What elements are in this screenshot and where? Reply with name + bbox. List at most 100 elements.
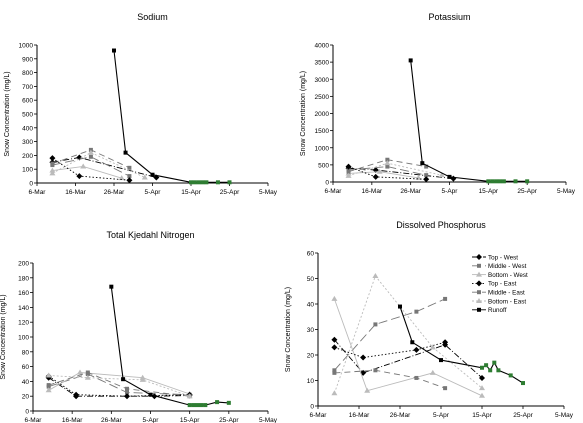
series-5 bbox=[332, 368, 448, 391]
x-tick-label: 5-May bbox=[259, 417, 278, 423]
legend-label: Runoff bbox=[488, 307, 507, 314]
y-tick-label: 0 bbox=[325, 180, 329, 187]
y-tick-label: 20 bbox=[307, 353, 315, 360]
y-tick-label: 200 bbox=[22, 153, 33, 160]
data-point bbox=[408, 58, 413, 63]
data-point bbox=[501, 179, 506, 184]
data-point bbox=[109, 284, 114, 289]
data-point bbox=[429, 369, 436, 375]
x-tick-label: 5-May bbox=[557, 188, 576, 195]
series-line bbox=[399, 306, 524, 384]
data-point bbox=[373, 368, 378, 373]
data-point bbox=[123, 150, 128, 155]
data-point bbox=[414, 309, 419, 314]
legend-label: Bottom - West bbox=[488, 272, 528, 279]
chart-title: Sodium bbox=[137, 12, 168, 22]
data-point bbox=[346, 169, 351, 174]
y-tick-label: 120 bbox=[18, 320, 29, 327]
series-6 bbox=[331, 272, 485, 396]
data-point bbox=[496, 368, 501, 373]
x-tick-label: 6-Mar bbox=[25, 417, 43, 423]
data-point bbox=[413, 346, 420, 353]
legend-marker bbox=[477, 290, 481, 295]
x-tick-label: 26-Mar bbox=[390, 412, 411, 419]
data-point bbox=[360, 354, 367, 361]
y-tick-label: 0 bbox=[310, 404, 314, 411]
data-point bbox=[203, 403, 208, 408]
data-point bbox=[424, 164, 429, 169]
y-tick-label: 2000 bbox=[315, 111, 330, 118]
data-point bbox=[118, 175, 125, 181]
series-line bbox=[113, 50, 230, 183]
data-point bbox=[200, 180, 205, 185]
y-tick-label: 100 bbox=[22, 167, 33, 174]
series-4 bbox=[331, 339, 449, 361]
data-point bbox=[497, 179, 502, 184]
legend-marker bbox=[476, 254, 482, 260]
data-point bbox=[46, 383, 51, 388]
data-point bbox=[398, 304, 402, 309]
legend-marker bbox=[477, 263, 481, 268]
series-line bbox=[48, 372, 190, 395]
data-point bbox=[331, 390, 338, 396]
chart-panel-3: Total Kjedahl Nitrogen 0 20 40 60 80 100 120 140… bbox=[0, 230, 278, 423]
series-2 bbox=[50, 154, 132, 179]
x-tick-label: 5-May bbox=[259, 189, 278, 196]
y-tick-label: 3500 bbox=[315, 60, 330, 67]
data-point bbox=[226, 400, 231, 405]
series-6 bbox=[45, 372, 193, 399]
x-tick-label: 15-Apr bbox=[472, 412, 492, 419]
data-point bbox=[121, 377, 126, 382]
x-tick-label: 15-Apr bbox=[479, 188, 499, 195]
x-tick-label: 26-Mar bbox=[101, 417, 122, 423]
y-tick-label: 10 bbox=[307, 378, 315, 385]
y-tick-label: 700 bbox=[22, 84, 33, 91]
x-tick-label: 25-Apr bbox=[220, 189, 240, 196]
series-line bbox=[333, 298, 483, 397]
x-tick-label: 15-Apr bbox=[180, 417, 200, 423]
data-point bbox=[45, 372, 52, 378]
series-7 bbox=[112, 48, 232, 185]
series-line bbox=[334, 369, 446, 389]
data-point bbox=[45, 387, 52, 393]
x-tick-label: 5-Apr bbox=[143, 417, 160, 423]
legend-label: Bottom - East bbox=[488, 298, 526, 305]
data-point bbox=[50, 161, 55, 166]
y-tick-label: 0 bbox=[25, 409, 29, 416]
y-tick-label: 500 bbox=[22, 112, 33, 119]
data-point bbox=[127, 174, 132, 179]
data-point bbox=[439, 358, 443, 363]
data-point bbox=[384, 160, 391, 166]
series-line bbox=[410, 60, 528, 182]
data-point bbox=[372, 173, 379, 180]
y-tick-label: 50 bbox=[307, 276, 315, 283]
legend-label: Top - West bbox=[488, 254, 518, 261]
data-point bbox=[420, 161, 425, 166]
x-tick-label: 5-May bbox=[555, 412, 574, 419]
y-tick-label: 500 bbox=[318, 162, 329, 169]
data-point bbox=[88, 154, 93, 159]
data-point bbox=[385, 164, 390, 169]
data-point bbox=[199, 403, 204, 408]
y-axis-label: Snow Concentration (mg/L) bbox=[285, 287, 292, 372]
data-point bbox=[331, 344, 338, 351]
data-point bbox=[195, 403, 200, 408]
series-line bbox=[334, 341, 446, 359]
series-line bbox=[348, 171, 419, 179]
y-tick-label: 100 bbox=[18, 335, 29, 342]
data-point bbox=[125, 386, 129, 391]
y-axis-label: Snow Concentration (mg/L) bbox=[0, 294, 7, 379]
series-3 bbox=[45, 369, 193, 396]
series-4 bbox=[345, 163, 430, 183]
series-line bbox=[48, 372, 190, 397]
data-point bbox=[150, 172, 155, 177]
x-tick-label: 6-Mar bbox=[310, 412, 328, 419]
data-point bbox=[139, 376, 146, 382]
data-point bbox=[364, 387, 371, 393]
x-tick-label: 6-Mar bbox=[325, 188, 343, 195]
y-tick-label: 140 bbox=[18, 305, 29, 312]
y-tick-label: 1000 bbox=[19, 43, 34, 50]
data-point bbox=[479, 385, 485, 391]
data-point bbox=[479, 392, 485, 398]
